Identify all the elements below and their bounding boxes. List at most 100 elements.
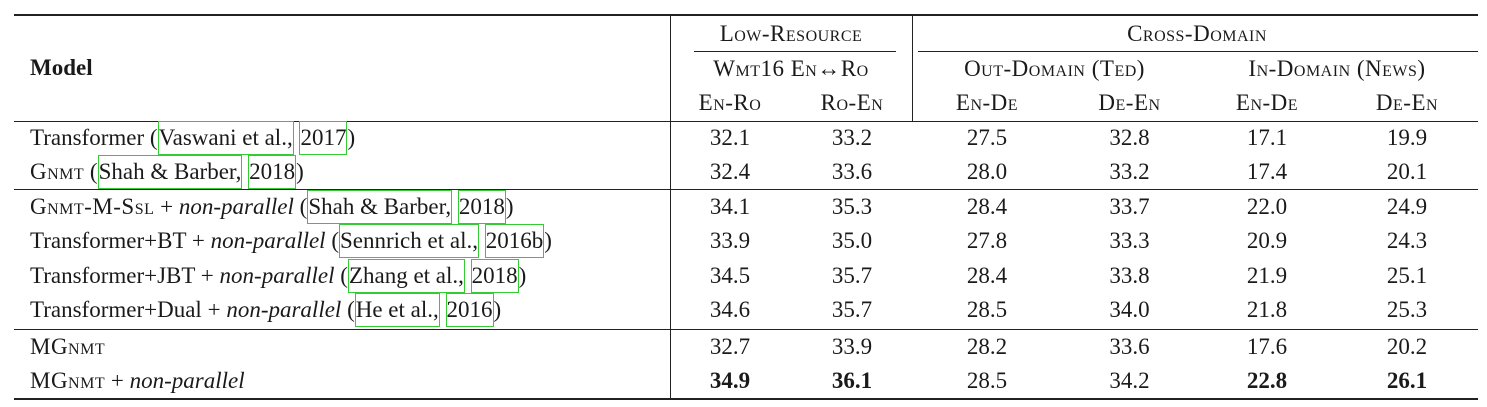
table-row: Transformer+Dual + non-parallel (He et a…: [0, 293, 1487, 327]
score-cell: 28.2: [966, 334, 1008, 359]
score-cell: 28.0: [966, 159, 1008, 184]
citation-author-link[interactable]: Shah & Barber,: [97, 155, 243, 189]
model-name-cell: Transformer+JBT + non-parallel (Zhang et…: [30, 259, 526, 293]
cite-close: ): [493, 297, 502, 322]
citation-year-link[interactable]: 2016: [445, 293, 494, 327]
score-cell: 32.1: [709, 125, 751, 150]
header-bottom-rule: [14, 121, 1478, 122]
score-cell: 17.6: [1246, 334, 1288, 359]
model-name: MGnmt: [30, 368, 106, 393]
table-row: MGnmt + non-parallel 34.9 36.1 28.5 34.2 22.8…: [0, 364, 1487, 398]
score-cell: 28.5: [966, 297, 1008, 322]
model-name-cell: MGnmt: [30, 330, 105, 364]
score-cell: 33.7: [1109, 194, 1150, 219]
score-cell: 36.1: [831, 368, 873, 393]
plus-sign: +: [154, 194, 179, 219]
score-cell: 24.9: [1386, 194, 1428, 219]
low-resource-header: Low-Resource: [719, 21, 863, 46]
score-cell: 21.8: [1246, 297, 1288, 322]
citation-author-link[interactable]: Sennrich et al.,: [339, 224, 479, 258]
score-cell: 32.4: [709, 159, 751, 184]
score-cell: 33.6: [1109, 334, 1150, 359]
citation-year-link[interactable]: 2017: [299, 121, 348, 155]
wmt-header: Wmt16 En↔Ro: [713, 56, 869, 81]
score-cell: 33.2: [831, 125, 873, 150]
col-header-in-de-en: De-En: [1375, 90, 1439, 115]
score-cell: 33.8: [1109, 263, 1150, 288]
cite-close: ): [505, 194, 514, 219]
score-cell: 17.1: [1246, 125, 1288, 150]
cite-close: ): [347, 125, 356, 150]
header-separator: [912, 16, 913, 121]
model-header: Model: [30, 55, 93, 80]
citation-year-link[interactable]: 2018: [457, 190, 506, 224]
citation-year-link[interactable]: 2018: [248, 155, 297, 189]
score-cell: 34.2: [1109, 368, 1150, 393]
score-cell: 35.7: [831, 297, 873, 322]
out-domain-header: Out-Domain (Ted): [964, 56, 1145, 81]
score-cell: 25.3: [1386, 297, 1428, 322]
score-cell: 33.3: [1109, 228, 1150, 253]
score-cell: 33.9: [709, 228, 751, 253]
score-cell: 34.9: [709, 368, 751, 393]
score-cell: 33.6: [831, 159, 873, 184]
col-header-en-ro: En-Ro: [698, 90, 762, 115]
score-cell: 27.5: [966, 125, 1008, 150]
score-cell: 28.4: [966, 194, 1008, 219]
citation-author-link[interactable]: Shah & Barber,: [307, 190, 453, 224]
cite-open: (: [144, 125, 158, 150]
cross-domain-header: Cross-Domain: [1127, 21, 1267, 46]
score-cell: 25.1: [1386, 263, 1428, 288]
model-name-cell: MGnmt + non-parallel: [30, 364, 245, 398]
model-name-cell: Gnmt-M-Ssl + non-parallel (Shah & Barber…: [30, 190, 514, 224]
score-cell: 35.7: [831, 263, 873, 288]
col-header-ro-en: Ro-En: [820, 90, 884, 115]
non-parallel-label: non-parallel: [219, 263, 335, 288]
non-parallel-label: non-parallel: [129, 368, 245, 393]
table-row: Gnmt-M-Ssl + non-parallel (Shah & Barber…: [0, 190, 1487, 224]
plus-sign: +: [201, 297, 227, 322]
bottom-rule: [14, 398, 1478, 400]
plus-sign: +: [186, 228, 211, 253]
score-cell: 21.9: [1246, 263, 1288, 288]
model-name: Gnmt: [30, 159, 85, 184]
group-rule-1: [14, 189, 1478, 190]
citation-year-link[interactable]: 2018: [470, 259, 519, 293]
cite-close: ): [544, 228, 552, 253]
cite-open: (: [334, 263, 348, 288]
cite-open: (: [293, 194, 308, 219]
score-cell: 32.7: [709, 334, 751, 359]
score-cell: 20.9: [1246, 228, 1288, 253]
model-name: Transformer: [30, 125, 145, 150]
cross-domain-underline: [918, 51, 1478, 52]
citation-author-link[interactable]: He et al.,: [354, 293, 440, 327]
model-name: Transformer+Dual: [30, 297, 202, 322]
cite-close: ): [518, 263, 527, 288]
score-cell: 34.6: [709, 297, 751, 322]
citation-year-link[interactable]: 2016b: [484, 224, 545, 258]
group-rule-2: [14, 329, 1478, 330]
table-row: MGnmt 32.7 33.9 28.2 33.6 17.6 20.2: [0, 330, 1487, 364]
score-cell: 28.5: [966, 368, 1008, 393]
score-cell: 19.9: [1386, 125, 1428, 150]
col-header-out-de-en: De-En: [1098, 90, 1161, 115]
score-cell: 20.1: [1386, 159, 1428, 184]
table-row: Transformer+JBT + non-parallel (Zhang et…: [0, 259, 1487, 293]
non-parallel-label: non-parallel: [178, 194, 294, 219]
score-cell: 17.4: [1246, 159, 1288, 184]
score-cell: 20.2: [1386, 334, 1428, 359]
citation-author-link[interactable]: Vaswani et al.,: [157, 121, 294, 155]
model-name-cell: Transformer+BT + non-parallel (Sennrich …: [30, 224, 552, 258]
col-header-out-en-de: En-De: [955, 90, 1019, 115]
model-name-cell: Transformer+Dual + non-parallel (He et a…: [30, 293, 501, 327]
score-cell: 34.0: [1109, 297, 1150, 322]
citation-author-link[interactable]: Zhang et al.,: [347, 259, 465, 293]
score-cell: 33.9: [831, 334, 873, 359]
score-cell: 24.3: [1386, 228, 1428, 253]
model-name: Transformer+BT: [30, 228, 187, 253]
score-cell: 34.1: [709, 194, 751, 219]
model-name-cell: Transformer (Vaswani et al., 2017): [30, 121, 355, 155]
cite-open: (: [325, 228, 339, 253]
model-name: Gnmt-M-Ssl: [30, 194, 155, 219]
score-cell: 26.1: [1386, 368, 1428, 393]
